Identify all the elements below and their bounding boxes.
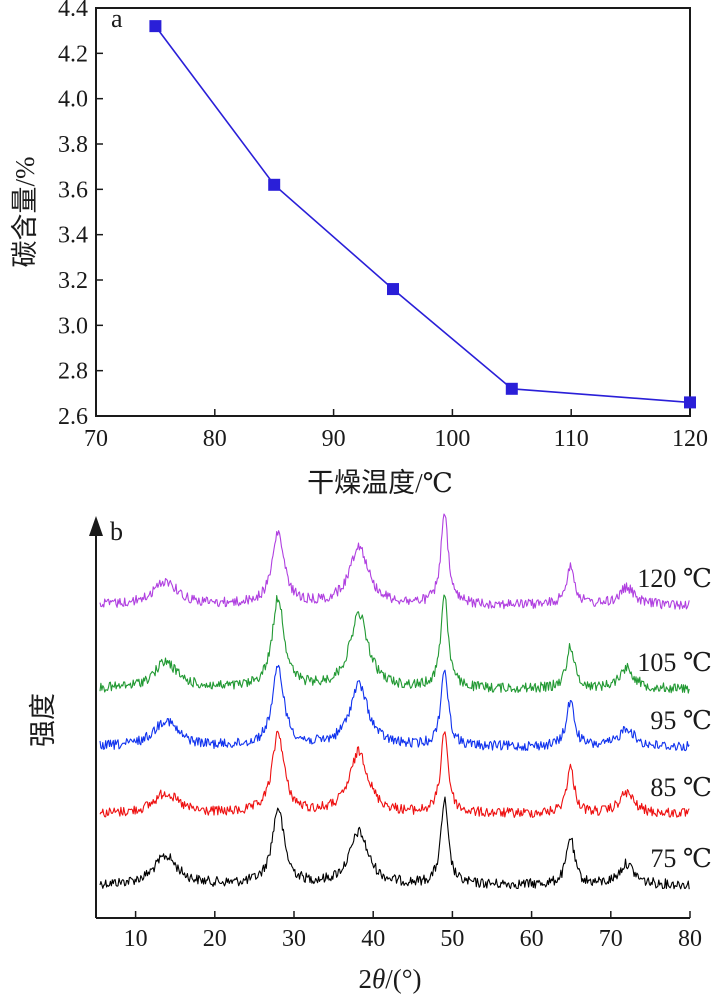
panel-label-a: a — [111, 4, 123, 33]
panel-label-b: b — [110, 517, 123, 546]
y-tick-label-a: 3.2 — [58, 268, 88, 294]
xrd-series-line — [99, 513, 690, 610]
x-tick-label-b: 70 — [599, 926, 623, 952]
x-tick-label-a: 110 — [554, 426, 589, 452]
x-ticks-b: 10 20 30 40 50 60 70 80 — [124, 911, 702, 952]
y-tick-label-a: 2.8 — [58, 359, 88, 385]
x-tick-label-a: 80 — [203, 426, 227, 452]
y-tick-label-a: 3.4 — [58, 223, 88, 249]
y-tick-label-a: 3.0 — [58, 313, 88, 339]
y-tick-label-a: 3.8 — [58, 132, 88, 158]
y-tick-label-a: 2.6 — [58, 404, 88, 430]
plot-frame-a — [95, 7, 691, 417]
x-axis-label-a: 干燥温度/℃ — [307, 468, 453, 498]
x-tick-label-b: 20 — [203, 926, 227, 952]
panel-a: a 70 80 90 100 110 120 2.6 2.8 3.0 3.2 3.4 3.6 3.8 4… — [10, 0, 708, 498]
panel-b: b 10 20 30 40 50 60 70 80 75 ℃ 85 ℃ 95 ℃ 105 ℃ 120 … — [28, 513, 712, 994]
series-labels-b: 75 ℃ 85 ℃ 95 ℃ 105 ℃ 120 ℃ — [637, 564, 712, 873]
data-point-a — [684, 396, 696, 409]
series-label: 75 ℃ — [650, 844, 712, 873]
y-ticks-a: 2.6 2.8 3.0 3.2 3.4 3.6 3.8 4.0 4.2 4.4 — [58, 0, 103, 430]
x-tick-label-b: 10 — [124, 926, 148, 952]
series-label: 105 ℃ — [637, 648, 712, 677]
x-tick-label-a: 120 — [672, 426, 708, 452]
x-tick-label-a: 90 — [322, 426, 346, 452]
y-tick-label-a: 3.6 — [58, 177, 88, 203]
y-axis-label-b: 强度 — [28, 693, 58, 747]
series-label: 95 ℃ — [650, 706, 712, 735]
x-tick-label-a: 100 — [434, 426, 470, 452]
y-tick-label-a: 4.4 — [58, 0, 88, 22]
x-tick-label-b: 60 — [520, 926, 544, 952]
data-point-a — [268, 178, 281, 191]
x-ticks-a: 70 80 90 100 110 120 — [84, 409, 708, 452]
xrd-series-line — [99, 796, 690, 890]
x-tick-label-b: 80 — [678, 926, 702, 952]
xrd-series-line — [99, 664, 690, 752]
data-point-a — [387, 283, 399, 296]
data-point-a — [149, 20, 162, 33]
y-tick-label-a: 4.0 — [58, 87, 88, 113]
x-tick-label-b: 40 — [361, 926, 385, 952]
x-tick-label-b: 30 — [282, 926, 306, 952]
series-label: 120 ℃ — [637, 564, 712, 593]
data-point-a — [505, 382, 518, 395]
y-tick-label-a: 4.2 — [58, 41, 88, 67]
y-axis-arrow — [89, 516, 103, 536]
series-line-a — [154, 25, 691, 404]
x-axis-label-b: 2θ/(°) — [358, 964, 421, 994]
x-tick-label-b: 50 — [440, 926, 464, 952]
xrd-series-line — [99, 594, 690, 694]
y-axis-label-a: 碳含量/% — [10, 157, 40, 268]
series-label: 85 ℃ — [650, 773, 712, 802]
xrd-patterns — [99, 513, 690, 890]
series-markers-a — [149, 20, 696, 409]
xrd-series-line — [99, 730, 690, 818]
x-tick-label-a: 70 — [84, 426, 108, 452]
